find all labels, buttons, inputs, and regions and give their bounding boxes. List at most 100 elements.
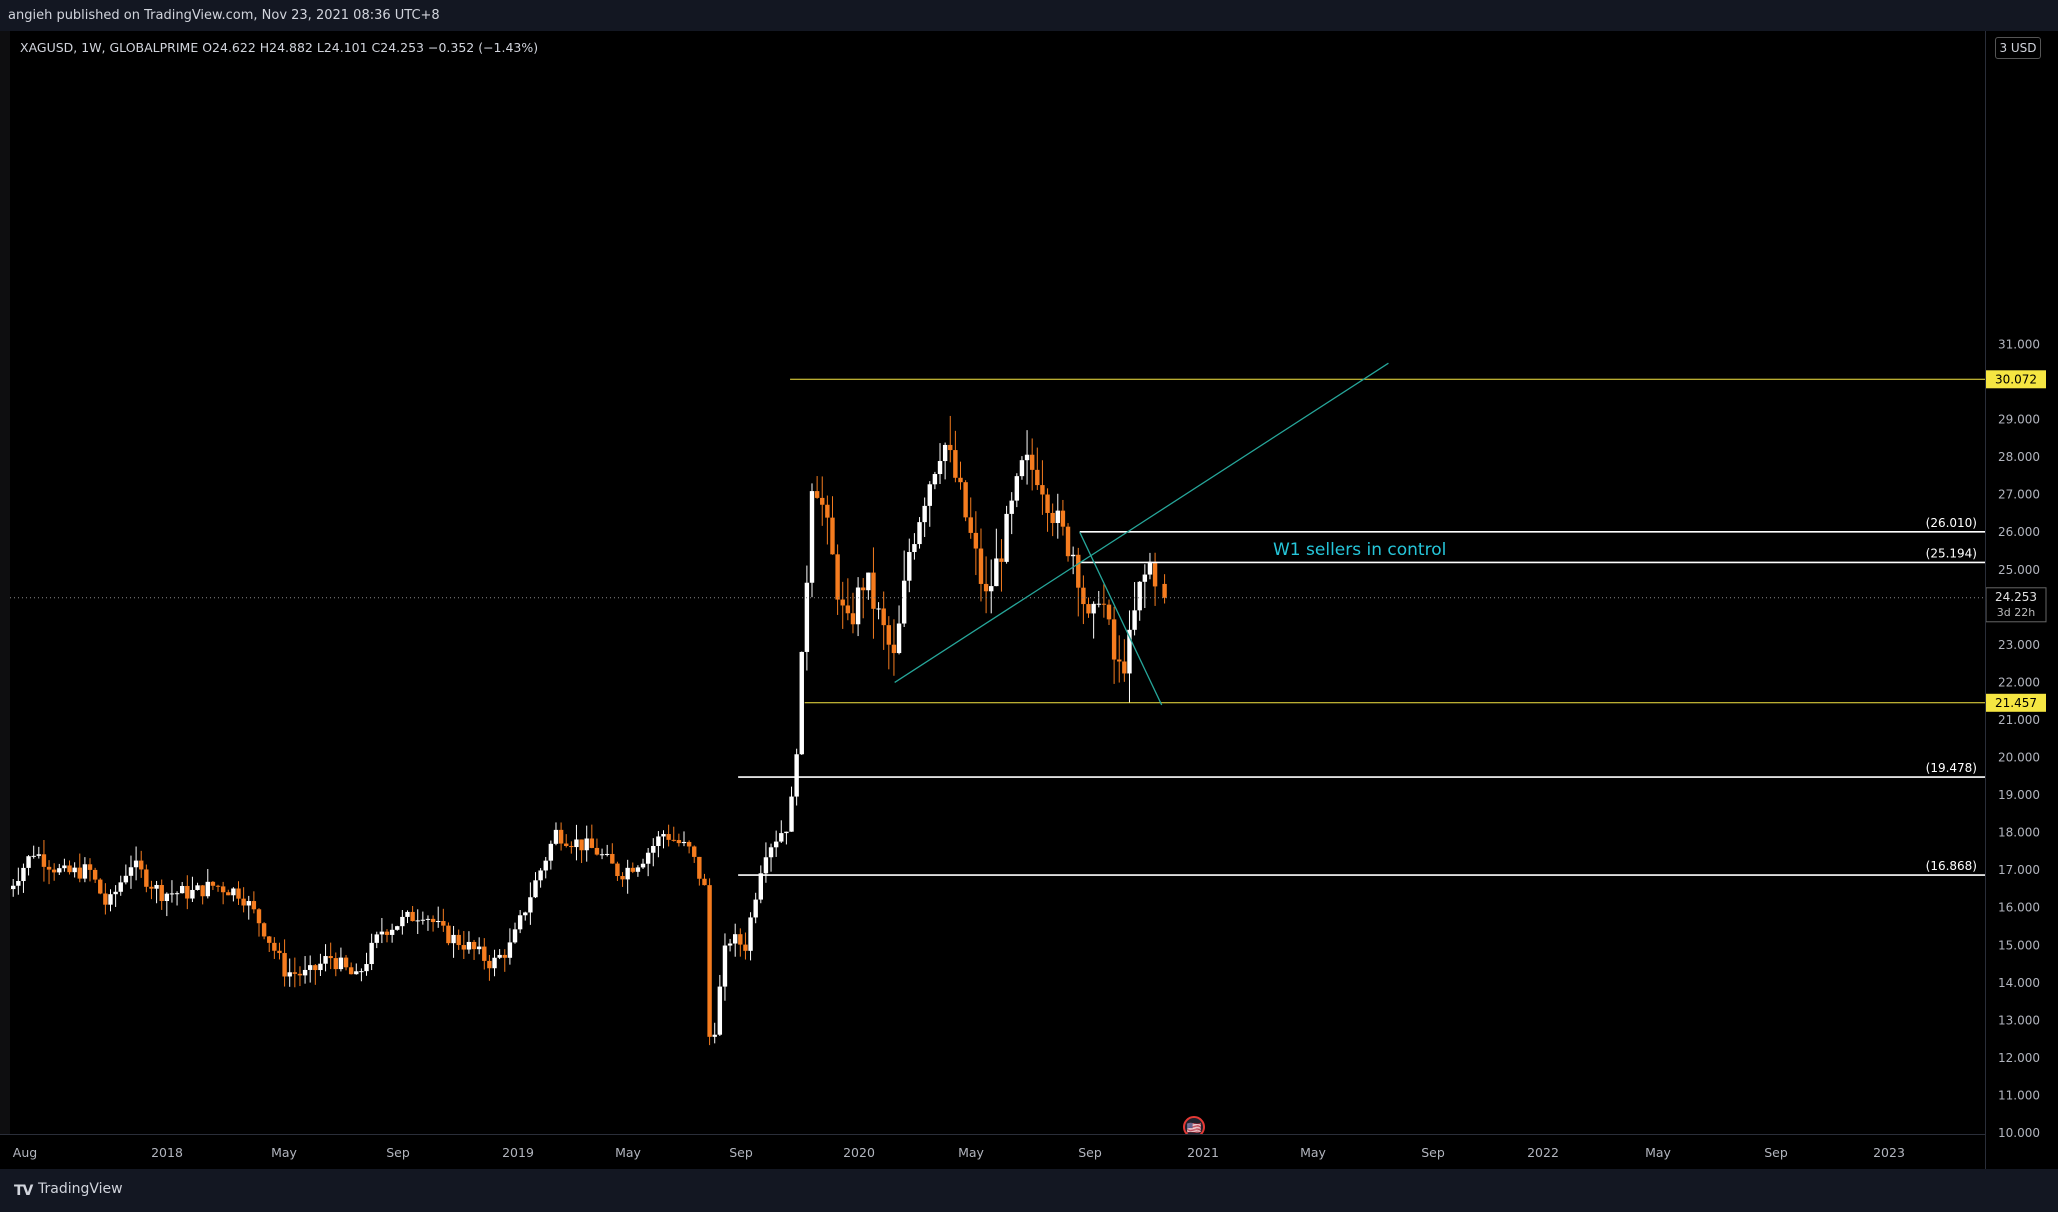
candle-body [901, 580, 907, 624]
candle-body [953, 450, 958, 478]
candle-body [154, 885, 159, 889]
candle-body [907, 552, 912, 581]
candle-body [16, 881, 21, 886]
candle-body [553, 829, 559, 844]
candle-body [174, 893, 180, 895]
candle-body [21, 867, 26, 882]
price-axis[interactable]: 10.000 11.000 12.000 13.000 14.000 15.000 16.0… [1985, 31, 2058, 1169]
candle-body [866, 572, 871, 591]
candle-body [41, 854, 47, 867]
candle-body [640, 863, 646, 868]
symbol-info: XAGUSD, 1W, GLOBALPRIME O24.622 H24.882 … [20, 40, 539, 55]
candle-body [927, 484, 932, 506]
candle-body [318, 963, 323, 971]
candle-body [538, 870, 543, 881]
candle-body [850, 613, 856, 625]
price-chart[interactable]: (26.010) (25.194) (19.478) (16.868) W1 selle… [10, 31, 1985, 1169]
candle-body [185, 885, 190, 899]
candle-body [77, 867, 82, 879]
candle-body [139, 860, 144, 870]
candle-body [226, 892, 231, 896]
candle-body [1024, 454, 1030, 461]
candle-body [215, 885, 221, 887]
candle-body [973, 532, 979, 549]
candle-body [251, 901, 257, 910]
candle-body [98, 879, 103, 894]
chart-area[interactable]: (26.010) (25.194) (19.478) (16.868) W1 selle… [10, 31, 1985, 1169]
trend-line [1079, 531, 1163, 706]
time-tick-label: Aug [13, 1145, 37, 1160]
candle-body [604, 853, 610, 855]
candle-body [1162, 583, 1167, 598]
time-tick-label: Sep [386, 1145, 410, 1160]
candle-body [620, 876, 625, 880]
candle-body [1132, 610, 1137, 630]
candle-body [610, 853, 615, 864]
candle-body [558, 829, 564, 844]
candle-body [348, 967, 354, 975]
candle-body [369, 942, 374, 965]
candle-body [31, 855, 36, 857]
candle-body [272, 942, 277, 951]
time-tick-label: Sep [1421, 1145, 1445, 1160]
candle-body [441, 921, 446, 926]
candle-body [410, 911, 415, 922]
candle-body [692, 846, 697, 857]
candle-body [328, 956, 333, 959]
price-tick-label: 21.000 [1998, 713, 2040, 727]
candle-body [533, 880, 538, 898]
tradingview-logo-icon[interactable]: TV [14, 1183, 33, 1199]
candle-body [804, 582, 810, 652]
candle-body [968, 517, 973, 533]
candle-body [343, 957, 349, 968]
candle-body [456, 934, 461, 946]
candle-body [400, 916, 405, 927]
candle-body [599, 854, 605, 856]
candle-body [62, 865, 67, 869]
candle-body [814, 491, 820, 498]
candle-body [712, 1034, 717, 1037]
current-price-label: 24.253 [1995, 590, 2037, 604]
candle-body [246, 901, 251, 906]
level-label: (25.194) [1926, 546, 1977, 560]
candle-body [144, 869, 149, 887]
currency-button[interactable]: 3 USD [1995, 37, 2041, 59]
candle-body [681, 841, 687, 844]
candle-body [502, 954, 507, 958]
candle-body [758, 873, 763, 900]
candle-body [364, 964, 369, 972]
candle-body [46, 866, 52, 870]
candle-body [948, 444, 953, 451]
candle-body [891, 644, 897, 654]
price-tick-label: 28.000 [1998, 450, 2040, 464]
time-axis[interactable]: Aug 2018 May Sep 2019 May Sep 2020 May Sep 2021 May… [0, 1134, 1985, 1170]
candle-body [425, 918, 431, 920]
candle-body [205, 881, 210, 897]
candle-body [451, 934, 456, 944]
candle-body [912, 544, 917, 553]
candle-body [190, 889, 195, 899]
candle-body [512, 929, 518, 943]
candle-body [267, 936, 272, 943]
candle-body [645, 852, 651, 864]
time-tick-label: 2018 [151, 1145, 183, 1160]
candle-body [1137, 581, 1142, 611]
candle-body [579, 839, 584, 851]
price-badge-label: 30.072 [1995, 372, 2037, 386]
price-tick-label: 27.000 [1998, 488, 2040, 502]
published-text: angieh published on TradingView.com, Nov… [8, 8, 440, 23]
candle-body [743, 944, 748, 951]
candle-body [430, 918, 436, 923]
candle-body [779, 833, 784, 842]
candle-body [763, 857, 769, 874]
candles [10, 415, 1167, 1046]
candle-body [87, 864, 93, 870]
candle-body [1152, 561, 1158, 587]
candle-body [11, 885, 16, 890]
candle-body [789, 796, 794, 832]
price-tick-label: 20.000 [1998, 751, 2040, 765]
candle-body [840, 599, 845, 606]
candle-body [482, 946, 487, 961]
candle-body [36, 854, 42, 856]
candle-body [983, 583, 989, 592]
